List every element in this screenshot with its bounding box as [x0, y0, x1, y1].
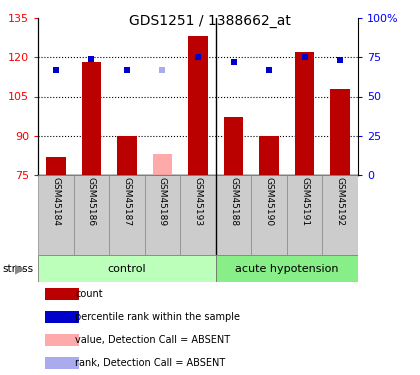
- Bar: [216, 175, 251, 255]
- Text: GSM45189: GSM45189: [158, 177, 167, 226]
- Text: GSM45186: GSM45186: [87, 177, 96, 226]
- Bar: [38, 255, 216, 282]
- Bar: [81, 63, 101, 175]
- Text: acute hypotension: acute hypotension: [235, 264, 339, 273]
- Bar: [216, 255, 358, 282]
- Text: control: control: [108, 264, 146, 273]
- Text: GDS1251 / 1388662_at: GDS1251 / 1388662_at: [129, 14, 291, 28]
- Bar: [331, 88, 350, 175]
- Bar: [152, 154, 172, 175]
- Text: GSM45191: GSM45191: [300, 177, 309, 226]
- Bar: [323, 175, 358, 255]
- Text: GSM45184: GSM45184: [51, 177, 60, 226]
- Bar: [45, 311, 79, 323]
- Text: stress: stress: [2, 264, 33, 273]
- Bar: [188, 36, 208, 175]
- Text: GSM45192: GSM45192: [336, 177, 345, 226]
- Bar: [295, 52, 315, 175]
- Bar: [38, 175, 74, 255]
- Bar: [251, 175, 287, 255]
- Text: GSM45187: GSM45187: [122, 177, 131, 226]
- Bar: [45, 288, 79, 300]
- Bar: [74, 175, 109, 255]
- Text: value, Detection Call = ABSENT: value, Detection Call = ABSENT: [75, 335, 230, 345]
- Text: GSM45188: GSM45188: [229, 177, 238, 226]
- Text: ▶: ▶: [15, 262, 24, 275]
- Bar: [180, 175, 216, 255]
- Bar: [109, 175, 144, 255]
- Bar: [46, 157, 66, 175]
- Text: percentile rank within the sample: percentile rank within the sample: [75, 312, 240, 322]
- Bar: [259, 136, 279, 175]
- Bar: [117, 136, 136, 175]
- Bar: [224, 117, 243, 175]
- Text: GSM45193: GSM45193: [194, 177, 202, 226]
- Bar: [144, 175, 180, 255]
- Bar: [45, 334, 79, 346]
- Text: GSM45190: GSM45190: [265, 177, 273, 226]
- Bar: [45, 357, 79, 369]
- Text: rank, Detection Call = ABSENT: rank, Detection Call = ABSENT: [75, 358, 225, 368]
- Bar: [287, 175, 323, 255]
- Text: count: count: [75, 289, 102, 298]
